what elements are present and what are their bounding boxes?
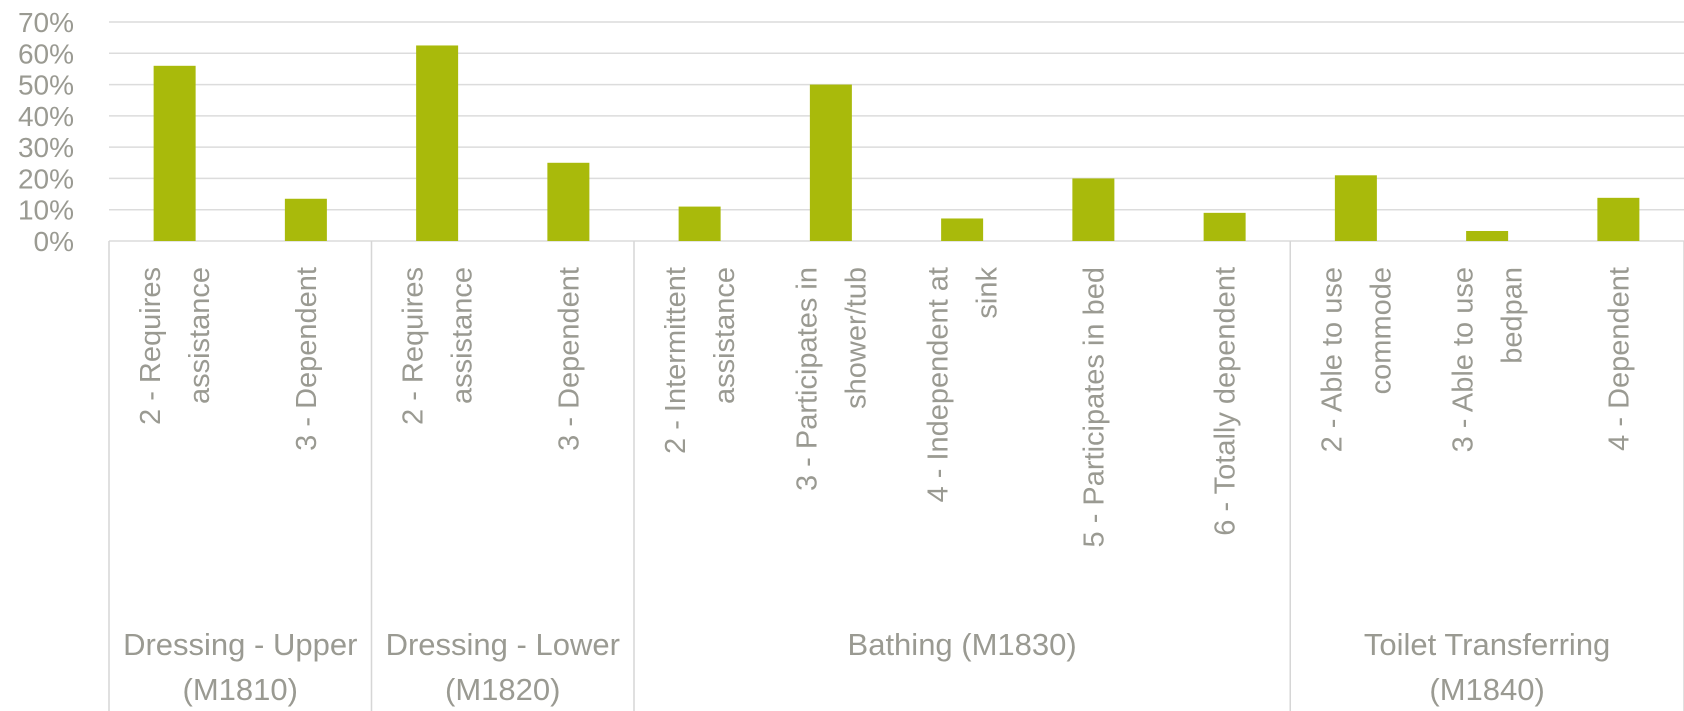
- y-tick-label: 70%: [18, 7, 74, 38]
- x-tick-label-line: 5 - Participates in bed: [1078, 267, 1110, 547]
- x-tick-label-line: assistance: [184, 267, 216, 404]
- x-tick-label-line: assistance: [709, 267, 741, 404]
- group-label: Dressing - Upper (M1810): [123, 627, 357, 707]
- bars: [153, 45, 1640, 241]
- x-tick-label-line: 2 - Requires: [135, 267, 167, 425]
- x-tick-label: 6 - Totally dependent: [1210, 267, 1242, 536]
- y-tick-label: 10%: [18, 195, 74, 226]
- x-tick-label: 3 - Able to use bedpan: [1448, 267, 1529, 452]
- bar: [809, 84, 852, 241]
- x-tick-label-line: 4 - Dependent: [1603, 267, 1635, 451]
- bar: [416, 45, 459, 241]
- x-tick-label-line: assistance: [447, 267, 479, 404]
- bar: [1597, 197, 1640, 241]
- x-tick-label-line: 2 - Intermittent: [660, 267, 692, 454]
- x-tick-label-line: 2 - Able to use: [1316, 267, 1348, 452]
- bar: [1203, 212, 1246, 241]
- group-label-line: (M1810): [183, 672, 298, 707]
- group-label: Dressing - Lower (M1820): [386, 627, 620, 707]
- bar: [941, 218, 984, 241]
- x-tick-label-line: sink: [972, 267, 1004, 319]
- group-label: Toilet Transferring (M1840): [1364, 627, 1610, 707]
- x-tick-label: 3 - Participates in shower/tub: [791, 267, 872, 491]
- group-label: Bathing (M1830): [848, 627, 1077, 662]
- group-label-line: (M1840): [1429, 672, 1544, 707]
- x-tick-label: 2 - Intermittent assistance: [660, 267, 741, 454]
- bar: [153, 65, 196, 241]
- x-tick-label: 3 - Dependent: [553, 267, 585, 451]
- x-tick-label-line: 6 - Totally dependent: [1210, 267, 1242, 536]
- x-tick-label-line: 2 - Requires: [398, 267, 430, 425]
- y-tick-label: 60%: [18, 38, 74, 69]
- bar: [678, 206, 721, 241]
- group-label-line: Toilet Transferring: [1364, 627, 1610, 662]
- x-tick-label-line: 3 - Dependent: [553, 267, 585, 451]
- y-tick-label: 30%: [18, 132, 74, 163]
- bar: [547, 162, 590, 241]
- group-label-line: Bathing (M1830): [848, 627, 1077, 662]
- x-axis-group-labels: Dressing - Upper (M1810) Dressing - Lower (…: [123, 627, 1610, 707]
- group-label-line: Dressing - Upper: [123, 627, 357, 662]
- x-tick-label: 2 - Able to use commode: [1316, 267, 1397, 452]
- x-tick-label-line: 4 - Independent at: [923, 267, 955, 502]
- bar: [1334, 175, 1377, 241]
- gridlines: [109, 21, 1684, 242]
- y-tick-label: 20%: [18, 163, 74, 194]
- group-label-line: Dressing - Lower: [386, 627, 620, 662]
- x-axis-category-labels: 2 - Requires assistance 3 - Dependent 2 - R…: [135, 267, 1635, 548]
- bar: [1072, 178, 1115, 241]
- group-label-line: (M1820): [445, 672, 560, 707]
- x-tick-label-line: 3 - Participates in: [791, 267, 823, 491]
- y-tick-label: 0%: [34, 226, 74, 257]
- x-tick-label-line: commode: [1365, 267, 1397, 394]
- x-tick-label: 2 - Requires assistance: [135, 267, 216, 425]
- y-tick-label: 50%: [18, 70, 74, 101]
- x-tick-label-line: shower/tub: [840, 267, 872, 409]
- x-tick-label: 3 - Dependent: [291, 267, 323, 451]
- x-tick-label: 4 - Dependent: [1603, 267, 1635, 451]
- x-tick-label-line: 3 - Dependent: [291, 267, 323, 451]
- y-axis-ticks: 0%10%20%30%40%50%60%70%: [18, 7, 74, 257]
- x-tick-label: 5 - Participates in bed: [1078, 267, 1110, 547]
- x-tick-label: 4 - Independent at sink: [923, 267, 1004, 503]
- bar: [284, 198, 327, 241]
- y-tick-label: 40%: [18, 101, 74, 132]
- bar: [1466, 230, 1509, 241]
- x-tick-label-line: 3 - Able to use: [1448, 267, 1480, 452]
- x-tick-label: 2 - Requires assistance: [398, 267, 479, 425]
- x-tick-label-line: bedpan: [1497, 267, 1529, 364]
- category-separators: [108, 241, 1684, 711]
